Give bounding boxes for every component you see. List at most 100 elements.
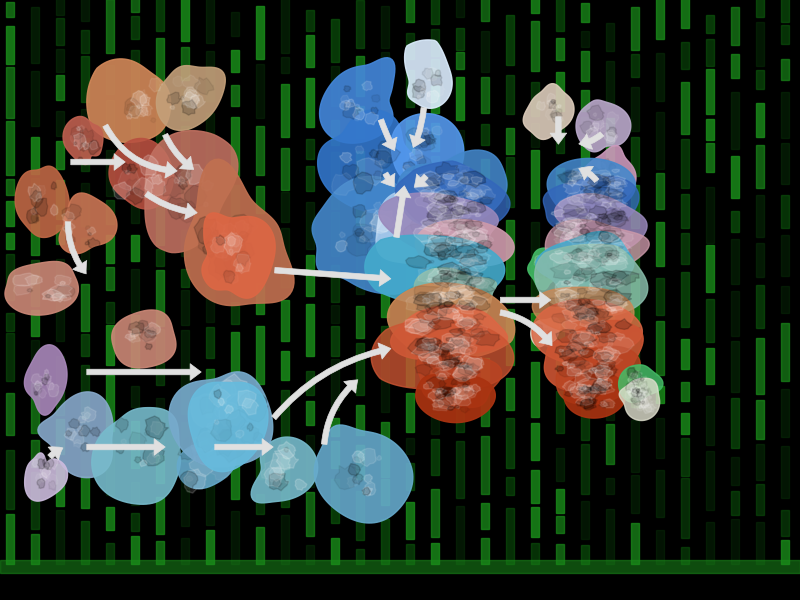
Polygon shape	[435, 162, 458, 175]
Polygon shape	[458, 365, 474, 376]
Bar	[656, 530, 664, 564]
Polygon shape	[444, 388, 456, 395]
Polygon shape	[427, 211, 440, 218]
Polygon shape	[223, 223, 236, 236]
Polygon shape	[594, 187, 611, 199]
Polygon shape	[118, 170, 140, 190]
Polygon shape	[286, 480, 290, 484]
Polygon shape	[203, 409, 212, 418]
Polygon shape	[455, 175, 469, 182]
Polygon shape	[352, 451, 364, 463]
Polygon shape	[450, 206, 471, 216]
Polygon shape	[609, 163, 616, 171]
Polygon shape	[178, 471, 198, 490]
Bar	[306, 166, 314, 191]
Polygon shape	[587, 175, 610, 188]
Bar	[706, 16, 714, 34]
Bar	[231, 456, 239, 499]
Polygon shape	[555, 366, 564, 371]
Polygon shape	[371, 95, 380, 103]
Bar	[131, 50, 139, 99]
Polygon shape	[405, 40, 452, 109]
Polygon shape	[74, 439, 81, 448]
Polygon shape	[371, 319, 514, 390]
Polygon shape	[474, 196, 492, 205]
Bar	[582, 304, 590, 320]
Polygon shape	[408, 338, 436, 356]
Polygon shape	[559, 235, 566, 238]
Bar	[256, 443, 264, 479]
Polygon shape	[453, 340, 463, 346]
Bar	[231, 332, 239, 372]
Polygon shape	[458, 210, 465, 214]
Polygon shape	[612, 169, 619, 173]
Polygon shape	[598, 332, 617, 343]
Bar	[706, 299, 714, 341]
Bar	[731, 211, 739, 232]
Bar	[306, 10, 314, 31]
Polygon shape	[595, 239, 622, 253]
Polygon shape	[433, 273, 458, 288]
Bar	[331, 418, 339, 436]
Polygon shape	[627, 383, 637, 393]
Polygon shape	[74, 142, 77, 145]
Polygon shape	[135, 320, 149, 330]
Polygon shape	[191, 436, 207, 451]
Polygon shape	[194, 217, 218, 245]
Polygon shape	[598, 385, 606, 391]
Polygon shape	[427, 93, 430, 97]
Polygon shape	[572, 253, 594, 264]
Polygon shape	[548, 259, 558, 272]
Polygon shape	[30, 190, 43, 208]
Polygon shape	[602, 277, 626, 289]
Polygon shape	[576, 100, 631, 152]
Bar	[282, 515, 290, 564]
Polygon shape	[618, 245, 624, 248]
Polygon shape	[641, 398, 646, 403]
Polygon shape	[78, 416, 86, 423]
Bar	[656, 278, 664, 314]
Polygon shape	[528, 248, 562, 290]
Polygon shape	[440, 338, 470, 354]
Polygon shape	[614, 216, 623, 220]
Polygon shape	[42, 467, 51, 479]
Bar	[31, 71, 39, 125]
Bar	[82, 238, 90, 269]
Bar	[656, 386, 664, 403]
Polygon shape	[628, 389, 634, 395]
Bar	[782, 510, 790, 536]
Polygon shape	[601, 213, 629, 227]
Polygon shape	[546, 253, 558, 267]
Polygon shape	[534, 259, 542, 268]
Polygon shape	[137, 89, 148, 103]
Bar	[382, 121, 390, 178]
Bar	[606, 214, 614, 236]
Polygon shape	[555, 250, 563, 254]
Polygon shape	[238, 392, 268, 422]
Polygon shape	[470, 325, 489, 335]
Bar	[431, 185, 439, 224]
Polygon shape	[588, 331, 594, 334]
Bar	[206, 249, 214, 269]
Polygon shape	[580, 229, 590, 235]
Polygon shape	[564, 392, 573, 397]
Bar	[282, 457, 290, 507]
Polygon shape	[210, 221, 224, 236]
Bar	[131, 316, 139, 373]
Bar	[706, 348, 714, 384]
Polygon shape	[185, 185, 207, 208]
Polygon shape	[440, 348, 462, 360]
Bar	[56, 141, 64, 169]
Bar	[731, 156, 739, 199]
Polygon shape	[633, 392, 641, 401]
Polygon shape	[463, 230, 487, 244]
Polygon shape	[455, 317, 477, 330]
Polygon shape	[182, 89, 200, 109]
Polygon shape	[456, 299, 478, 310]
Polygon shape	[602, 300, 626, 311]
Polygon shape	[128, 329, 141, 337]
Polygon shape	[371, 107, 378, 114]
Polygon shape	[557, 171, 584, 184]
Polygon shape	[554, 113, 563, 124]
Polygon shape	[422, 68, 434, 79]
